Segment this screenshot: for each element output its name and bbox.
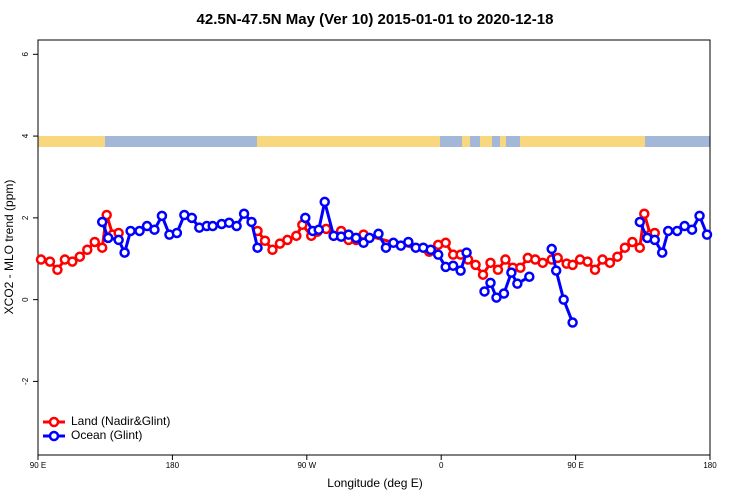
series-line	[550, 248, 575, 324]
data-point	[238, 208, 250, 220]
data-point	[546, 243, 557, 255]
data-point	[500, 254, 511, 265]
data-point	[550, 265, 562, 276]
data-point	[671, 225, 683, 237]
data-point	[35, 254, 47, 265]
x-tick-label: 180	[166, 461, 180, 470]
data-point	[506, 267, 517, 278]
data-point	[619, 242, 631, 253]
data-point	[558, 294, 569, 305]
data-point	[477, 269, 489, 280]
data-point	[485, 277, 496, 289]
data-point	[403, 236, 414, 248]
data-point	[656, 247, 668, 258]
data-point	[207, 220, 218, 232]
data-point	[491, 292, 502, 303]
data-point	[634, 242, 646, 253]
legend-label: Ocean (Glint)	[71, 428, 142, 442]
x-tick-label: 90 E	[30, 461, 46, 470]
x-axis-label: Longitude (deg E)	[327, 476, 422, 490]
chart-title: 42.5N-47.5N May (Ver 10) 2015-01-01 to 2…	[197, 11, 554, 28]
data-point	[498, 288, 510, 299]
x-tick-label: 180	[703, 461, 717, 470]
data-point	[67, 256, 78, 267]
data-point	[634, 216, 646, 228]
x-tick-label: 0	[439, 461, 444, 470]
data-point	[364, 232, 375, 244]
data-point	[149, 224, 160, 235]
data-point	[537, 257, 548, 269]
data-point	[432, 249, 444, 260]
data-point	[515, 262, 526, 273]
data-point	[125, 225, 136, 237]
data-point	[512, 278, 523, 289]
y-tick-label: 6	[21, 52, 30, 57]
data-point	[350, 232, 362, 244]
data-point	[447, 260, 459, 271]
data-point	[649, 234, 660, 246]
data-point	[662, 225, 674, 237]
data-point	[102, 232, 114, 244]
data-point	[380, 242, 392, 253]
data-point	[582, 256, 593, 267]
data-point	[96, 242, 108, 253]
data-point	[171, 227, 183, 239]
x-tick-label: 90 W	[297, 461, 316, 470]
data-point	[455, 265, 466, 276]
y-tick-label: -2	[21, 377, 30, 385]
legend-marker	[48, 416, 60, 428]
data-point	[485, 257, 496, 269]
data-point	[373, 228, 384, 240]
data-point	[96, 216, 108, 228]
data-point	[589, 264, 601, 276]
data-point	[44, 256, 56, 267]
data-point	[231, 220, 242, 232]
data-point	[313, 224, 324, 235]
data-point	[52, 264, 63, 276]
data-point	[267, 244, 278, 255]
data-point	[119, 247, 130, 258]
legend-marker	[48, 430, 60, 442]
y-tick-label: 4	[21, 133, 30, 138]
data-point	[74, 251, 86, 262]
data-point	[440, 237, 451, 249]
legend-label: Land (Nadir&Glint)	[71, 414, 170, 428]
y-tick-label: 0	[21, 297, 30, 302]
data-point	[300, 212, 311, 224]
data-point	[156, 210, 168, 222]
data-point	[252, 242, 263, 253]
data-point	[567, 259, 578, 271]
plot-frame	[37, 39, 711, 456]
data-point	[701, 229, 713, 240]
data-point	[524, 271, 535, 282]
data-point	[461, 247, 472, 258]
data-point	[479, 286, 490, 297]
data-point	[259, 235, 271, 247]
data-point	[686, 224, 698, 235]
data-point	[134, 225, 145, 237]
data-point	[627, 236, 638, 248]
data-point	[291, 230, 302, 242]
data-point	[694, 210, 705, 222]
y-axis-label: XCO2 - MLO trend (ppm)	[2, 180, 16, 315]
data-point	[186, 212, 198, 224]
data-point	[612, 251, 623, 262]
data-point	[113, 234, 124, 246]
data-point	[101, 209, 112, 221]
data-point	[639, 208, 650, 220]
data-point	[604, 257, 616, 269]
data-point	[425, 244, 436, 255]
data-point	[282, 234, 293, 246]
data-point	[470, 259, 481, 271]
x-tick-label: 90 E	[567, 461, 583, 470]
land-ocean-mask	[38, 136, 710, 147]
data-point	[82, 244, 93, 255]
data-point	[319, 196, 330, 208]
data-point	[246, 216, 257, 228]
data-point	[492, 264, 504, 276]
data-point	[567, 317, 578, 328]
data-point	[89, 236, 100, 248]
y-tick-label: 2	[21, 215, 30, 220]
